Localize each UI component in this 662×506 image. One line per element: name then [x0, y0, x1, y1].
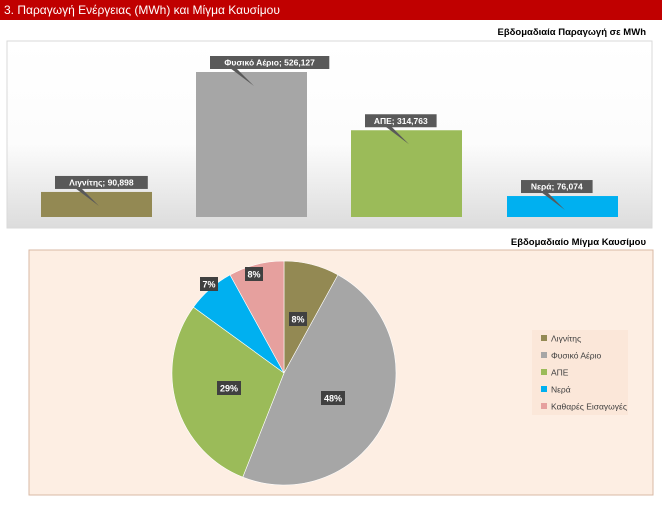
pie-slice-5 — [229, 260, 285, 374]
bar-chart-title: Εβδομαδιαία Παραγωγή σε MWh — [497, 27, 647, 38]
pie-label-box — [289, 312, 307, 326]
bar-data-label: Λιγνίτης; 90,898 — [69, 177, 134, 187]
bar-label-pointer — [385, 126, 409, 145]
legend-label: Λιγνίτης — [551, 334, 581, 344]
bar-data-label: ΑΠΕ; 314,763 — [374, 116, 428, 126]
bar-label-pointer — [75, 187, 99, 206]
pie-legend-box — [532, 330, 628, 415]
legend-label: Φυσικό Αέριο — [551, 351, 602, 361]
bar-label-box — [55, 175, 148, 189]
legend-label: Καθαρές Εισαγωγές — [551, 402, 627, 412]
legend-swatch — [541, 403, 547, 409]
bar-data-label: Φυσικό Αέριο; 526,127 — [224, 58, 315, 68]
bar-3 — [351, 130, 462, 217]
pie-label-box — [321, 391, 345, 405]
pie-slice-2 — [242, 274, 397, 486]
bar-label-pointer — [541, 192, 565, 211]
bar-label-pointer — [230, 68, 254, 86]
pie-data-label: 29% — [220, 384, 238, 394]
pie-chart-title: Εβδομαδιαίο Μίγμα Καυσίμου — [510, 237, 646, 248]
bar-4 — [507, 196, 618, 217]
legend-swatch — [541, 386, 547, 392]
pie-data-label: 7% — [202, 280, 215, 290]
bar-label-box — [365, 114, 437, 128]
bar-label-box — [521, 180, 593, 194]
header-bar: 3. Παραγωγή Ενέργειας (MWh) και Μίγμα Κα… — [0, 0, 662, 20]
legend-label: ΑΠΕ — [551, 368, 569, 378]
pie-label-box — [245, 267, 263, 281]
pie-data-label: 48% — [324, 394, 342, 404]
bar-chart: Λιγνίτης; 90,898 Φυσικό Αέριο; 526,127 ΑΠΕ… — [6, 40, 653, 229]
bar-label-box — [210, 56, 330, 69]
bar-1 — [41, 191, 152, 217]
bar-2 — [196, 72, 307, 217]
bar-data-label: Νερά; 76,074 — [531, 182, 583, 192]
pie-label-box — [217, 381, 241, 395]
pie-data-label: 8% — [291, 315, 304, 325]
legend-swatch — [541, 352, 547, 358]
legend-swatch — [541, 369, 547, 375]
legend-swatch — [541, 335, 547, 341]
legend-label: Νερά — [551, 385, 571, 395]
pie-label-box — [200, 277, 218, 291]
header-title: 3. Παραγωγή Ενέργειας (MWh) και Μίγμα Κα… — [4, 3, 280, 17]
pie-chart: 8% 48% 29% 7% 8% Λιγνίτης Φυσικό Αέριο ΑΠΕ Νερά… — [28, 249, 654, 496]
pie-data-label: 8% — [247, 270, 260, 280]
